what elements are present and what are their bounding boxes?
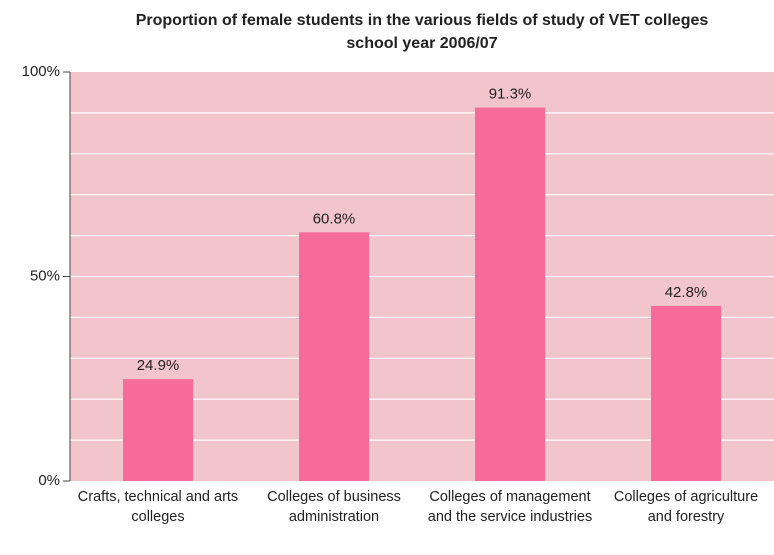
y-tick-label: 100% bbox=[22, 63, 60, 80]
bar bbox=[475, 107, 545, 481]
x-tick-label: Colleges of agriculture and forestry bbox=[613, 489, 759, 525]
data-label: 91.3% bbox=[489, 86, 532, 103]
y-tick-label: 0% bbox=[38, 472, 60, 489]
bar bbox=[123, 379, 193, 481]
data-label: 60.8% bbox=[313, 210, 356, 227]
bar bbox=[651, 305, 721, 481]
chart-subtitle: school year 2006/07 bbox=[346, 35, 497, 52]
x-tick-label: Crafts, technical and arts colleges bbox=[77, 489, 239, 525]
data-label: 24.9% bbox=[137, 357, 180, 374]
bar bbox=[299, 232, 369, 481]
data-label: 42.8% bbox=[665, 284, 708, 301]
x-tick-label: Colleges of business administration bbox=[267, 489, 401, 525]
x-tick-label: Colleges of management and the service i… bbox=[427, 489, 593, 525]
chart-title: Proportion of female students in the var… bbox=[136, 12, 709, 29]
y-tick-label: 50% bbox=[30, 267, 60, 284]
